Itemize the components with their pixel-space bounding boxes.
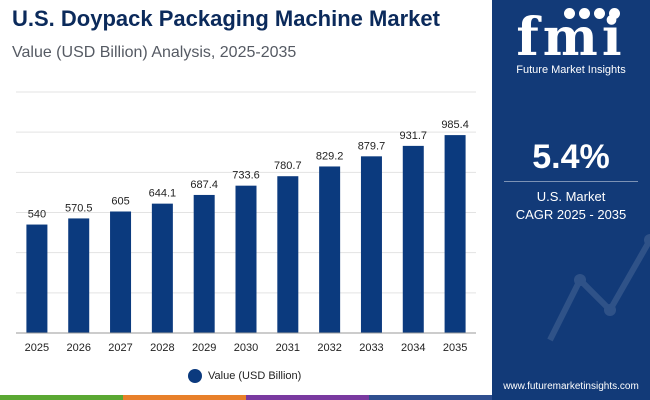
x-tick-label-2035: 2035: [443, 342, 467, 354]
x-tick-label-2028: 2028: [150, 342, 174, 354]
page-subtitle: Value (USD Billion) Analysis, 2025-2035: [12, 44, 297, 61]
bar-2034: [402, 145, 424, 333]
accent-segment-green: [0, 395, 123, 400]
value-labels: 540 570.5 605 644.1 687.4 733.6 780.7 829.2 879.…: [28, 119, 469, 220]
x-tick-label-2032: 2032: [317, 342, 341, 354]
value-label-2034: 931.7: [400, 130, 428, 142]
cagr-label-period: CAGR 2025 - 2035: [515, 207, 627, 222]
bar-2031: [277, 176, 299, 333]
bar-2030: [235, 185, 257, 333]
value-label-2027: 605: [111, 195, 129, 207]
decorative-pattern-icon: [547, 234, 650, 342]
x-tick-label-2033: 2033: [359, 342, 383, 354]
divider: [504, 181, 638, 182]
legend-label: Value (USD Billion): [208, 370, 302, 382]
bar-chart: 540 570.5 605 644.1 687.4 733.6 780.7 829.2 879.…: [16, 91, 476, 354]
legend-swatch: [188, 369, 202, 383]
value-label-2025: 540: [28, 209, 46, 221]
logo-dots-icon: [564, 8, 620, 19]
value-label-2026: 570.5: [65, 202, 93, 214]
bar-2033: [360, 156, 382, 333]
x-tick-label-2029: 2029: [192, 342, 216, 354]
sidebar: fmi Future Market Insights 5.4% U.S. Mar…: [492, 0, 650, 400]
x-axis-labels: 2025 2026 2027 2028 2029 2030 2031 2032 2033 2034…: [25, 342, 468, 354]
x-tick-label-2030: 2030: [234, 342, 258, 354]
chart-panel: U.S. Doypack Packaging Machine Market Va…: [0, 6, 492, 400]
legend: Value (USD Billion): [188, 368, 301, 384]
cagr-value: 5.4%: [532, 138, 610, 176]
accent-segment-purple: [246, 395, 369, 400]
value-label-2033: 879.7: [358, 140, 386, 152]
website-link[interactable]: www.futuremarketinsights.com: [503, 381, 639, 392]
value-label-2032: 829.2: [316, 150, 344, 162]
fmi-logo: fmi Future Market Insights: [492, 6, 650, 76]
bars: [26, 135, 466, 333]
x-tick-label-2031: 2031: [276, 342, 300, 354]
x-tick-label-2034: 2034: [401, 342, 425, 354]
accent-segment-orange: [123, 395, 246, 400]
x-tick-label-2025: 2025: [25, 342, 49, 354]
bar-2025: [26, 224, 48, 333]
x-tick-label-2026: 2026: [66, 342, 90, 354]
logo-subtext: Future Market Insights: [516, 64, 626, 76]
bar-2029: [193, 194, 215, 333]
accent-bar: [0, 395, 492, 400]
accent-segment-blue: [369, 395, 492, 400]
bar-2028: [151, 203, 173, 333]
x-tick-label-2027: 2027: [108, 342, 132, 354]
value-label-2029: 687.4: [190, 179, 218, 191]
value-label-2028: 644.1: [149, 188, 177, 200]
bar-2035: [444, 135, 466, 333]
cagr-label-market: U.S. Market: [536, 189, 606, 204]
bar-2027: [110, 211, 132, 333]
bar-2032: [319, 166, 341, 333]
value-label-2031: 780.7: [274, 160, 302, 172]
bar-2026: [68, 218, 90, 333]
value-label-2030: 733.6: [232, 170, 260, 182]
value-label-2035: 985.4: [441, 119, 469, 131]
page-title: U.S. Doypack Packaging Machine Market: [12, 6, 440, 31]
